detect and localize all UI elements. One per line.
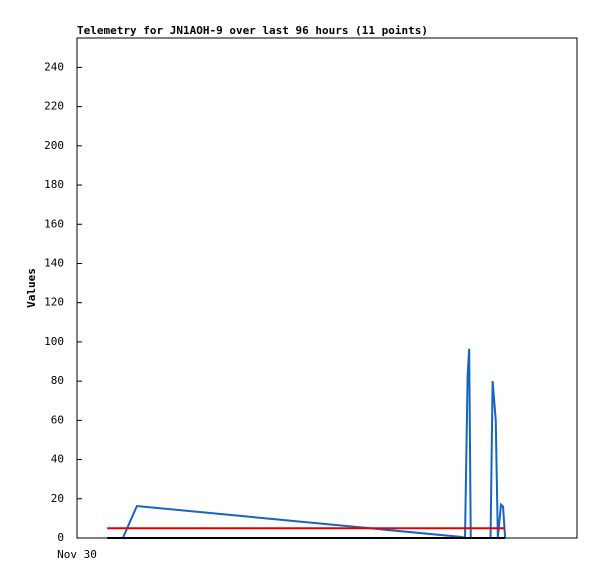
plot-frame xyxy=(76,37,578,539)
y-tick-label: 180 xyxy=(44,178,64,191)
y-tick-label: 80 xyxy=(51,374,64,387)
x-tick-label: Nov 30 xyxy=(57,548,97,561)
chart-title: Telemetry for JN1AOH-9 over last 96 hour… xyxy=(77,24,428,37)
y-tick-label: 60 xyxy=(51,413,64,426)
y-tick-label: 220 xyxy=(44,100,64,113)
y-tick-label: 200 xyxy=(44,139,64,152)
y-tick-label: 120 xyxy=(44,296,64,309)
series-line xyxy=(121,348,507,540)
y-tick-label: 100 xyxy=(44,335,64,348)
y-tick-label: 40 xyxy=(51,453,64,466)
y-tick-label: 240 xyxy=(44,60,64,73)
y-axis-label: Values xyxy=(25,268,38,308)
y-tick-label: 0 xyxy=(57,531,64,544)
y-tick-label: 20 xyxy=(51,492,64,505)
y-tick-label: 160 xyxy=(44,217,64,230)
y-tick-label: 140 xyxy=(44,256,64,269)
